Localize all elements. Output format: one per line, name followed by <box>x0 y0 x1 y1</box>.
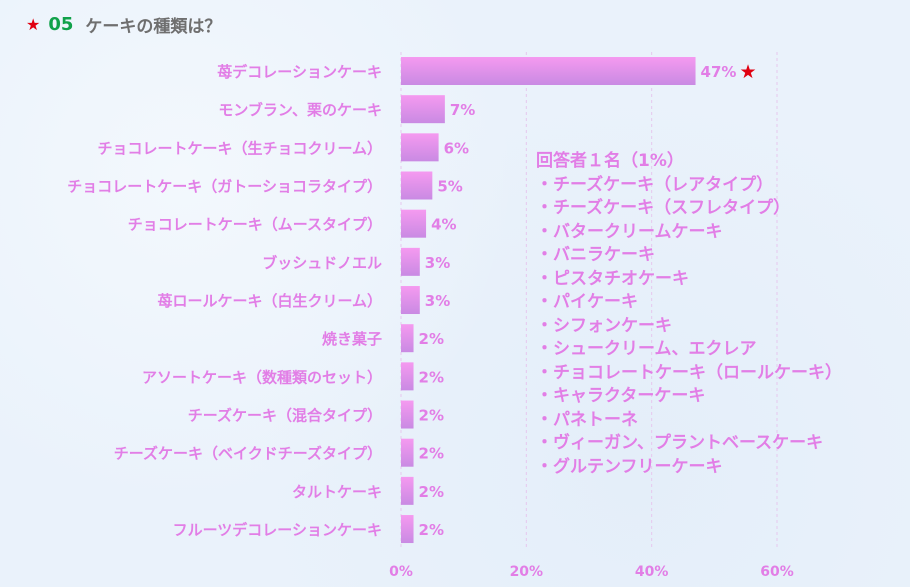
star-icon: ★ <box>740 61 757 83</box>
bar <box>401 476 414 505</box>
note-item: ・シフォンケーキ <box>536 315 672 336</box>
bar <box>401 286 420 315</box>
note-heading: 回答者１名（1%） <box>536 151 684 171</box>
value-label: 6% <box>444 139 469 157</box>
star-icon: ★ <box>26 15 41 34</box>
bar <box>401 362 414 391</box>
value-label: 2% <box>419 445 444 463</box>
category-label: モンブラン、栗のケーキ <box>218 101 382 119</box>
value-label: 2% <box>419 330 444 348</box>
note-item: ・ピスタチオケーキ <box>536 268 689 289</box>
note-item: ・シュークリーム、エクレア <box>536 339 757 359</box>
value-label: 2% <box>419 368 444 386</box>
bar <box>401 515 414 544</box>
question-number: 05 <box>48 14 74 35</box>
category-label: チョコレートケーキ（ガトーショコラタイプ） <box>67 178 382 196</box>
value-label: 5% <box>437 178 462 196</box>
value-label: 47% <box>701 63 737 81</box>
bar <box>401 133 439 162</box>
x-tick-label: 0% <box>389 564 413 580</box>
bar <box>401 95 445 124</box>
category-label: 苺ロールケーキ（白生クリーム） <box>157 292 382 310</box>
value-label: 2% <box>419 521 444 539</box>
category-label: チーズケーキ（混合タイプ） <box>188 407 382 425</box>
note-item: ・チョコレートケーキ（ロールケーキ） <box>536 362 842 383</box>
value-label: 3% <box>425 292 450 310</box>
category-label: チーズケーキ（ベイクドチーズタイプ） <box>114 445 382 463</box>
note-item: ・キャラクターケーキ <box>536 386 706 406</box>
x-tick-label: 20% <box>510 564 544 580</box>
bar <box>401 324 414 353</box>
bar <box>401 400 414 429</box>
bar <box>401 171 433 200</box>
value-label: 7% <box>450 101 475 119</box>
x-tick-label: 40% <box>635 564 669 580</box>
category-label: チョコレートケーキ（ムースタイプ） <box>128 216 382 234</box>
value-label: 2% <box>419 483 444 501</box>
bar <box>401 438 414 467</box>
note-item: ・チーズケーキ（スフレタイプ） <box>536 198 791 218</box>
category-label: 苺デコレーションケーキ <box>217 63 382 81</box>
note-item: ・パイケーキ <box>536 292 638 312</box>
bar <box>401 209 427 238</box>
single-response-note: 回答者１名（1%） ・チーズケーキ（レアタイプ） ・チーズケーキ（スフレタイプ） ・… <box>536 150 842 479</box>
note-item: ・バニラケーキ <box>536 245 655 265</box>
x-tick-label: 60% <box>760 564 794 580</box>
value-label: 3% <box>425 254 450 272</box>
category-label: アソートケーキ（数種類のセット） <box>142 368 382 386</box>
category-label: 焼き菓子 <box>322 330 382 348</box>
question-text: ケーキの種類は？ <box>85 17 222 37</box>
note-item: ・ヴィーガン、プラントベースケーキ <box>536 433 824 453</box>
category-label: タルトケーキ <box>292 483 382 501</box>
value-label: 2% <box>419 407 444 425</box>
note-item: ・チーズケーキ（レアタイプ） <box>536 174 774 195</box>
category-label: ブッシュドノエル <box>262 254 382 272</box>
note-item: ・グルテンフリーケーキ <box>536 456 723 477</box>
value-label: 4% <box>431 216 456 234</box>
category-label: チョコレートケーキ（生チョコクリーム） <box>97 139 382 157</box>
note-item: ・パネトーネ <box>536 409 638 430</box>
question-title: ★ 05 ケーキの種類は？ <box>26 12 221 37</box>
category-label: フルーツデコレーションケーキ <box>173 521 382 539</box>
note-item: ・バタークリームケーキ <box>536 221 723 242</box>
bar <box>401 247 420 276</box>
bar <box>401 57 696 85</box>
